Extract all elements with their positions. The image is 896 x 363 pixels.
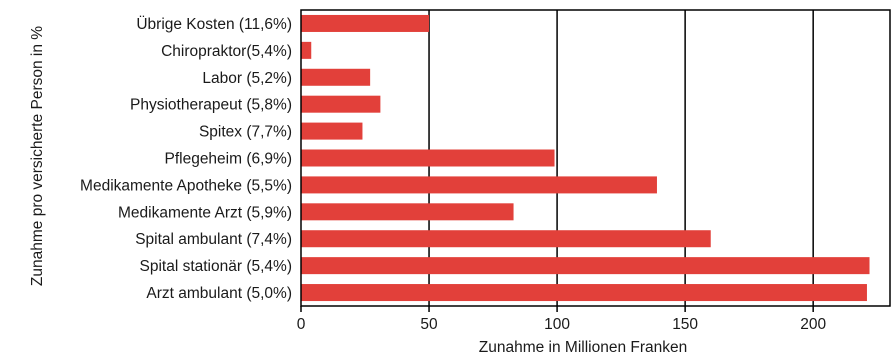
category-label-3: Physiotherapeut (5,8%) xyxy=(130,97,292,114)
category-label-10: Arzt ambulant (5,0%) xyxy=(146,285,292,302)
x-tick-label-50: 50 xyxy=(420,316,438,333)
x-axis-title: Zunahme in Millionen Franken xyxy=(479,339,688,356)
category-labels: Übrige Kosten (11,6%) Chiropraktor(5,4%) L… xyxy=(80,15,292,302)
bar-1 xyxy=(301,41,312,59)
category-label-8: Spital ambulant (7,4%) xyxy=(135,231,292,248)
x-tick-label-0: 0 xyxy=(297,316,306,333)
x-ticks: 0 50 100 150 200 xyxy=(297,306,826,333)
bar-6 xyxy=(301,176,657,194)
bar-5 xyxy=(301,149,555,167)
x-tick-label-100: 100 xyxy=(544,316,570,333)
plot-frame xyxy=(300,9,891,307)
plot-border xyxy=(300,9,891,307)
bar-4 xyxy=(301,122,363,140)
bars xyxy=(301,14,870,302)
bar-9 xyxy=(301,257,870,275)
category-label-1: Chiropraktor(5,4%) xyxy=(161,43,292,60)
category-label-9: Spital stationär (5,4%) xyxy=(140,258,293,275)
bar-10 xyxy=(301,284,867,302)
bar-8 xyxy=(301,230,711,248)
x-tick-label-200: 200 xyxy=(800,316,826,333)
category-label-4: Spitex (7,7%) xyxy=(199,124,292,141)
category-label-6: Medikamente Apotheke (5,5%) xyxy=(80,177,292,194)
bar-0 xyxy=(301,14,430,32)
category-label-0: Übrige Kosten (11,6%) xyxy=(136,15,292,33)
y-axis-title: Zunahme pro versicherte Person in % xyxy=(29,26,46,286)
bar-7 xyxy=(301,203,514,221)
bar-3 xyxy=(301,95,381,113)
bar-2 xyxy=(301,68,371,86)
category-label-5: Pflegeheim (6,9%) xyxy=(164,151,292,168)
category-label-2: Labor (5,2%) xyxy=(202,70,292,87)
category-label-7: Medikamente Arzt (5,9%) xyxy=(118,204,292,221)
x-tick-label-150: 150 xyxy=(672,316,698,333)
